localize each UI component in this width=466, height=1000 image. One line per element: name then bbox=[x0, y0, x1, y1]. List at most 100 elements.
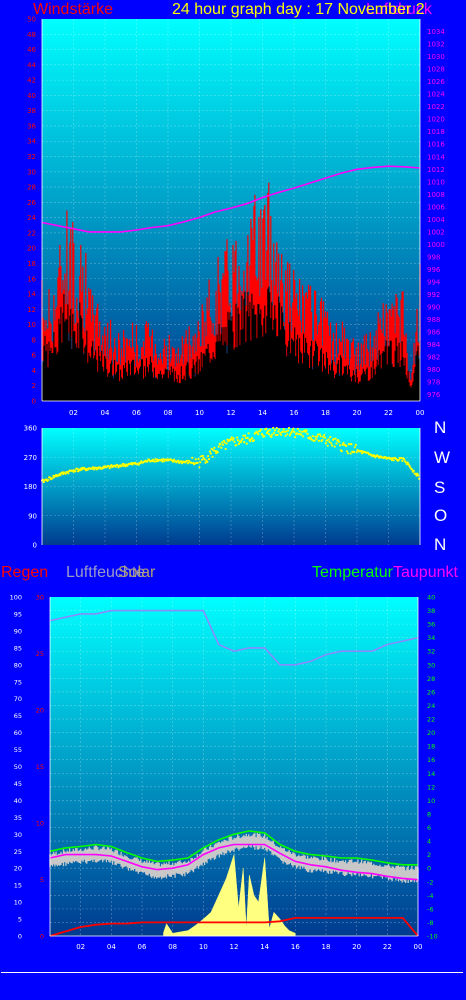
temperature-tick-label: 8 bbox=[427, 810, 431, 818]
temperature-tick-label: 36 bbox=[427, 621, 435, 629]
direction-point bbox=[405, 463, 408, 466]
y-tick-label-left: 20 bbox=[27, 245, 36, 253]
direction-point bbox=[78, 469, 81, 472]
wind-title: Windstärke bbox=[33, 1, 114, 18]
direction-point bbox=[330, 442, 333, 445]
direction-point bbox=[273, 431, 276, 434]
temperature-tick-label: 0 bbox=[427, 865, 431, 873]
y-tick-label-left: 24 bbox=[27, 214, 36, 222]
temperature-tick-label: -4 bbox=[427, 892, 433, 900]
y-tick-label-right: 1006 bbox=[427, 203, 445, 211]
y-tick-label: 360 bbox=[24, 425, 37, 433]
direction-point bbox=[273, 429, 277, 432]
direction-point bbox=[114, 465, 117, 468]
y-tick-label-right: 1016 bbox=[427, 141, 445, 149]
direction-point bbox=[219, 443, 222, 446]
y-tick-label-left: 4 bbox=[32, 367, 37, 375]
y-tick-label-left: 22 bbox=[27, 229, 36, 237]
series-dewpoint bbox=[49, 843, 419, 881]
direction-point bbox=[197, 457, 200, 461]
x-tick-label: 18 bbox=[322, 943, 331, 951]
humidity-tick-label: 50 bbox=[14, 763, 22, 771]
rain-tick-label: 10 bbox=[36, 820, 44, 828]
y-tick-label: 270 bbox=[24, 454, 37, 462]
direction-point bbox=[76, 470, 80, 473]
y-tick-label-left: 10 bbox=[27, 321, 36, 329]
direction-point bbox=[48, 476, 52, 479]
temperature-tick-label: 10 bbox=[427, 797, 435, 805]
direction-point bbox=[284, 434, 287, 437]
x-tick-label: 14 bbox=[260, 943, 269, 951]
y-tick-label-right: 980 bbox=[427, 366, 440, 374]
direction-point bbox=[91, 466, 95, 469]
direction-point bbox=[268, 429, 271, 432]
rain-tick-label: 20 bbox=[36, 707, 44, 715]
y-tick-label-left: 28 bbox=[27, 184, 36, 192]
compass-n-bottom: N bbox=[434, 535, 447, 554]
humidity-tick-label: 35 bbox=[14, 814, 22, 822]
y-tick-label-right: 1030 bbox=[427, 53, 445, 61]
direction-point bbox=[155, 460, 158, 463]
rain-tick-label: 5 bbox=[40, 876, 44, 884]
rain-tick-label: 0 bbox=[40, 933, 44, 941]
direction-point bbox=[301, 430, 304, 433]
direction-point bbox=[412, 469, 415, 472]
wind-pressure-chart: 0246810121416182022242628303234363840424… bbox=[27, 16, 445, 417]
temperature-tick-label: 20 bbox=[427, 729, 435, 737]
direction-point bbox=[326, 444, 329, 447]
direction-point bbox=[223, 441, 226, 444]
humidity-tick-label: 5 bbox=[18, 916, 22, 924]
temperature-tick-label: 16 bbox=[427, 756, 435, 764]
direction-point bbox=[416, 472, 419, 475]
direction-point bbox=[206, 460, 209, 463]
humidity-tick-label: 65 bbox=[14, 712, 22, 720]
rain-tick-label: 15 bbox=[36, 763, 44, 771]
humidity-tick-label: 85 bbox=[14, 644, 22, 652]
direction-point bbox=[222, 439, 226, 442]
y-tick-label: 180 bbox=[24, 483, 37, 491]
direction-point bbox=[334, 437, 337, 440]
humidity-tick-label: 70 bbox=[14, 695, 22, 703]
direction-point bbox=[391, 457, 394, 460]
direction-point bbox=[353, 450, 356, 453]
direction-point bbox=[224, 447, 227, 451]
direction-point bbox=[171, 460, 175, 463]
temperature-tick-label: -10 bbox=[427, 933, 438, 941]
direction-point bbox=[316, 435, 319, 438]
direction-point bbox=[249, 440, 252, 443]
rain-tick-label: 30 bbox=[36, 594, 44, 602]
direction-point bbox=[247, 432, 250, 435]
direction-point bbox=[230, 436, 233, 439]
y-tick-label-left: 46 bbox=[27, 46, 36, 54]
direction-point bbox=[94, 466, 97, 469]
temperature-tick-label: 38 bbox=[427, 607, 435, 615]
direction-point bbox=[281, 430, 284, 433]
direction-point bbox=[319, 435, 322, 438]
direction-point bbox=[274, 433, 277, 437]
direction-point bbox=[291, 429, 294, 432]
direction-point bbox=[335, 442, 338, 445]
direction-point bbox=[153, 460, 156, 463]
direction-point bbox=[360, 449, 363, 453]
direction-point bbox=[204, 461, 207, 464]
direction-point bbox=[353, 446, 356, 449]
direction-point bbox=[266, 430, 269, 433]
direction-point bbox=[323, 433, 326, 437]
direction-point bbox=[62, 472, 65, 476]
temperature-tick-label: 12 bbox=[427, 783, 435, 791]
x-tick-label: 14 bbox=[258, 409, 267, 417]
direction-point bbox=[233, 440, 236, 443]
y-tick-label-left: 6 bbox=[32, 352, 37, 360]
direction-point bbox=[292, 427, 295, 430]
direction-point bbox=[201, 454, 204, 457]
x-tick-label: 22 bbox=[384, 409, 393, 417]
direction-point bbox=[191, 456, 194, 459]
legend-temperatur: Temperatur bbox=[312, 564, 393, 581]
temperature-tick-label: 18 bbox=[427, 743, 435, 751]
direction-point bbox=[403, 458, 406, 461]
direction-point bbox=[241, 437, 244, 441]
humidity-tick-label: 100 bbox=[10, 594, 22, 602]
direction-point bbox=[288, 434, 291, 437]
y-tick-label-right: 1032 bbox=[427, 41, 445, 49]
direction-point bbox=[210, 447, 213, 451]
